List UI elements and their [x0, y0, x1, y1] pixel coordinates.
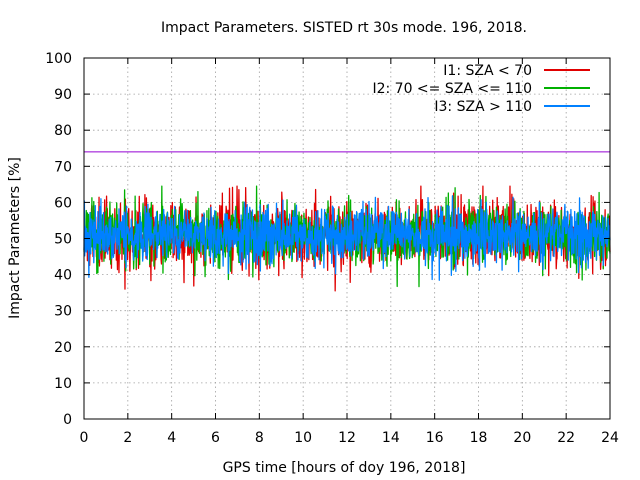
legend-label-i3: I3: SZA > 110	[434, 99, 532, 115]
y-tick-label: 40	[54, 268, 72, 284]
y-tick-label: 80	[54, 123, 72, 139]
legend-label-i1: I1: SZA < 70	[443, 63, 532, 79]
x-tick-label: 24	[601, 430, 619, 446]
series-line-i3	[83, 195, 611, 281]
y-tick-label: 70	[54, 159, 72, 175]
x-tick-label: 10	[294, 430, 312, 446]
x-tick-label: 20	[513, 430, 531, 446]
y-tick-label: 20	[54, 340, 72, 356]
x-tick-label: 22	[557, 430, 575, 446]
x-tick-label: 12	[338, 430, 356, 446]
legend: I1: SZA < 70 I2: 70 <= SZA <= 110 I3: SZ…	[372, 63, 590, 115]
x-tick-label: 18	[470, 430, 488, 446]
x-tick-label: 0	[80, 430, 89, 446]
y-tick-label: 100	[45, 51, 72, 67]
x-tick-label: 6	[211, 430, 220, 446]
legend-label-i2: I2: 70 <= SZA <= 110	[372, 81, 532, 97]
x-tick-label: 16	[426, 430, 444, 446]
y-tick-label: 60	[54, 195, 72, 211]
chart-title: Impact Parameters. SISTED rt 30s mode. 1…	[161, 20, 527, 36]
y-axis-label: Impact Parameters [%]	[7, 157, 23, 319]
x-tick-label: 8	[255, 430, 264, 446]
y-tick-label: 30	[54, 304, 72, 320]
y-tick-label: 10	[54, 376, 72, 392]
x-tick-label: 14	[382, 430, 400, 446]
series-group	[83, 185, 611, 292]
y-tick-label: 0	[63, 412, 72, 428]
x-tick-label: 2	[123, 430, 132, 446]
x-axis-label: GPS time [hours of doy 196, 2018]	[223, 460, 466, 476]
y-tick-label: 50	[54, 232, 72, 248]
y-tick-label: 90	[54, 87, 72, 103]
x-tick-label: 4	[167, 430, 176, 446]
